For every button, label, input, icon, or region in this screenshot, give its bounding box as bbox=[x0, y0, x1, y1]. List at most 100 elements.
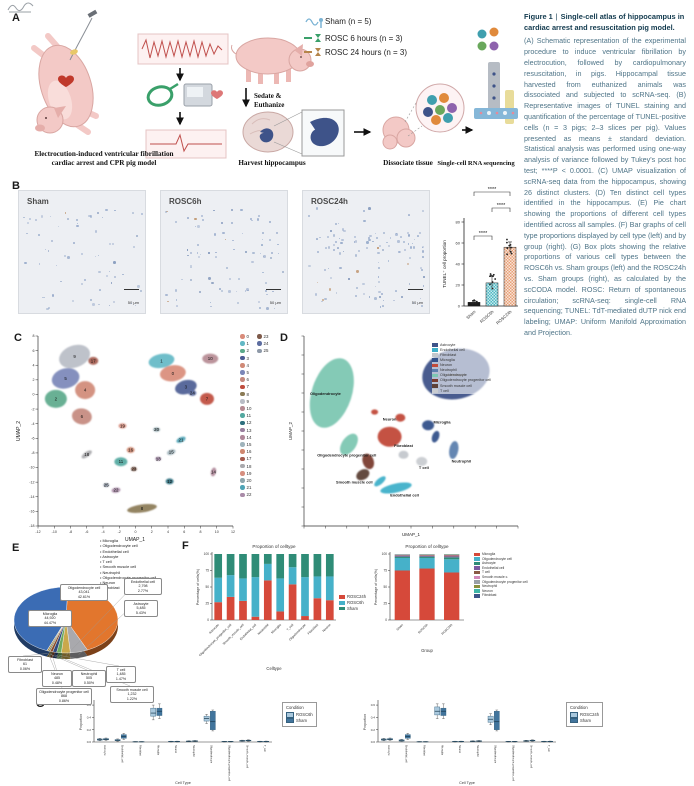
svg-text:9: 9 bbox=[73, 354, 76, 359]
panel-g: 0.0 0.2 0.4 0.6 Proportion Astrocyte Endotheli… bbox=[8, 696, 688, 786]
stack-seg bbox=[313, 576, 322, 599]
person-icon bbox=[319, 18, 323, 22]
svg-text:Cell Type: Cell Type bbox=[175, 781, 191, 785]
legend-item: Smooth muscle cell bbox=[432, 384, 491, 389]
stack-seg bbox=[394, 556, 410, 558]
svg-text:0: 0 bbox=[172, 371, 175, 376]
svg-text:ROSC24h: ROSC24h bbox=[495, 309, 513, 326]
pie-legend-item: • Endothelial cell bbox=[100, 548, 129, 554]
celltype-color-legend: Microglia Oligodendrocyte cell Astrocyte En… bbox=[474, 552, 528, 598]
pie-legend-item: • Smooth muscle cell bbox=[100, 564, 137, 570]
micrograph-rosc6h: ROSC6h 50 μm bbox=[160, 190, 288, 314]
ecg-fibrillation-trace bbox=[137, 33, 229, 65]
micrograph-sham: Sham 50 μm bbox=[18, 190, 146, 314]
pie-callout-microglia: Microglia 44,920 44.47% bbox=[28, 610, 72, 628]
pie-legend-item: • T cell bbox=[100, 559, 112, 565]
panel-a-schematic: Sham (n = 5) ROSC 6 hours (n = 3) ROSC 2… bbox=[31, 9, 518, 167]
panel-d: UMAP_1 UMAP_2 Oligodendrocyte Astrocyte Neur… bbox=[278, 330, 519, 558]
svg-text:Fibroblast: Fibroblast bbox=[307, 623, 320, 636]
svg-text:8: 8 bbox=[33, 334, 35, 338]
svg-text:25: 25 bbox=[383, 602, 387, 606]
svg-text:0: 0 bbox=[207, 618, 209, 622]
svg-text:15: 15 bbox=[169, 450, 174, 455]
svg-text:TUNEL⁺ cell proportion: TUNEL⁺ cell proportion bbox=[442, 240, 447, 288]
boxplot-rosc24h-vs-sham: 0.0 0.2 0.4 0.6 Proportion Astrocyte Endotheli… bbox=[363, 700, 556, 785]
svg-text:****: **** bbox=[497, 203, 506, 209]
panel-label-b: B bbox=[12, 180, 20, 192]
svg-text:Microglia: Microglia bbox=[270, 623, 282, 635]
svg-text:Oligodendrocyte: Oligodendrocyte bbox=[494, 745, 497, 764]
micrograph-label: ROSC6h bbox=[169, 197, 202, 206]
svg-text:Neuron: Neuron bbox=[458, 745, 461, 754]
svg-text:1: 1 bbox=[160, 358, 163, 363]
legend-item: ROSC6h bbox=[339, 600, 366, 606]
svg-text:0.4: 0.4 bbox=[371, 715, 376, 719]
svg-text:-6: -6 bbox=[85, 530, 88, 534]
stack-seg bbox=[394, 557, 410, 571]
svg-text:0: 0 bbox=[33, 393, 35, 397]
svg-text:Oligodendrocyte: Oligodendrocyte bbox=[210, 745, 213, 764]
group-color-legend: ROSC24h ROSC6h Sham bbox=[339, 594, 366, 612]
stack-seg bbox=[444, 554, 460, 556]
svg-text:Proportion of celltype: Proportion of celltype bbox=[252, 544, 296, 549]
pie-callout-endothelial-cell: Endothelial cell 2,798 2.77% bbox=[124, 578, 162, 596]
svg-text:10: 10 bbox=[208, 356, 213, 361]
cluster-legend-item: 6 bbox=[240, 377, 249, 382]
micrograph-rosc24h: ROSC24h 50 μm bbox=[302, 190, 430, 314]
tunel-bar-chart: 0 20 40 60 80 TUNEL⁺ cell proportion Sham ROSC6… bbox=[442, 187, 518, 326]
panel-f: Proportion of celltype 0 25 50 75 100 Percenta… bbox=[182, 538, 528, 706]
svg-text:20: 20 bbox=[456, 282, 461, 287]
pie-legend-item: • Fibroblast bbox=[100, 585, 120, 591]
svg-text:24: 24 bbox=[190, 391, 195, 396]
svg-text:Endothelial_cell: Endothelial_cell bbox=[405, 745, 408, 763]
svg-text:6: 6 bbox=[81, 414, 84, 419]
svg-text:Fibroblast: Fibroblast bbox=[394, 443, 414, 448]
svg-text:ROSC24h: ROSC24h bbox=[441, 623, 454, 636]
stack-seg bbox=[239, 600, 247, 620]
stack-seg bbox=[214, 602, 223, 620]
step-caption-1a: Electrocution-induced ventricular fibril… bbox=[34, 150, 173, 158]
pie-callout-smooth-muscle-cell: Smooth muscle cell 1,232 1.22% bbox=[110, 686, 154, 704]
tissue-illustration bbox=[382, 83, 465, 150]
stacked-by-celltype-chart: Proportion of celltype 0 25 50 75 100 Percenta… bbox=[196, 544, 336, 671]
cluster-legend-item: 11 bbox=[240, 413, 251, 418]
legend-rosc6: ROSC 6 hours (n = 3) bbox=[325, 34, 403, 43]
cluster-legend-item: 17 bbox=[240, 456, 251, 461]
svg-text:0.6: 0.6 bbox=[371, 703, 376, 707]
legend-item: Neuron bbox=[474, 589, 528, 594]
sham-wave-icon bbox=[305, 18, 319, 26]
svg-text:0: 0 bbox=[458, 303, 461, 308]
svg-text:2: 2 bbox=[151, 530, 153, 534]
stack-seg bbox=[394, 570, 410, 620]
condition-legend-left: Condition ROSC6h Sham bbox=[282, 702, 317, 727]
svg-text:4: 4 bbox=[167, 530, 169, 534]
stacked-by-group-chart: Proportion of celltype 0 25 50 75 100 Percenta… bbox=[374, 544, 464, 653]
legend-rosc24: ROSC 24 hours (n = 3) bbox=[325, 48, 407, 57]
svg-text:Smooth_muscle_cell: Smooth_muscle_cell bbox=[245, 745, 248, 769]
box-ROSC6h bbox=[150, 707, 156, 717]
legend-item: Microglia bbox=[474, 552, 528, 557]
pie-callout-astrocyte: Astrocyte 5,485 5.43% bbox=[124, 600, 158, 618]
svg-text:Neuron: Neuron bbox=[321, 623, 331, 633]
legend-item: Neutrophil bbox=[432, 368, 491, 373]
svg-text:UMAP_1: UMAP_1 bbox=[402, 532, 421, 537]
stack-seg bbox=[276, 578, 285, 612]
stack-seg bbox=[419, 557, 435, 569]
svg-text:12: 12 bbox=[231, 530, 235, 534]
svg-text:Neutrophil: Neutrophil bbox=[476, 745, 479, 757]
stack-seg bbox=[444, 559, 460, 573]
stack-seg bbox=[419, 555, 435, 557]
svg-text:100: 100 bbox=[204, 552, 210, 556]
stack-seg bbox=[263, 580, 272, 620]
svg-text:Celltype: Celltype bbox=[266, 666, 282, 671]
cluster-legend-item: 12 bbox=[240, 420, 251, 425]
micrograph-label: Sham bbox=[27, 197, 49, 206]
pie-callout-t-cell: T cell 1,485 1.47% bbox=[106, 666, 136, 684]
heart-icon bbox=[211, 90, 223, 99]
legend-title: Condition bbox=[286, 705, 304, 710]
panel-label-a: A bbox=[12, 12, 20, 24]
stack-seg bbox=[226, 596, 235, 620]
svg-text:0.2: 0.2 bbox=[371, 728, 376, 732]
cluster-legend-item: 5 bbox=[240, 370, 249, 375]
